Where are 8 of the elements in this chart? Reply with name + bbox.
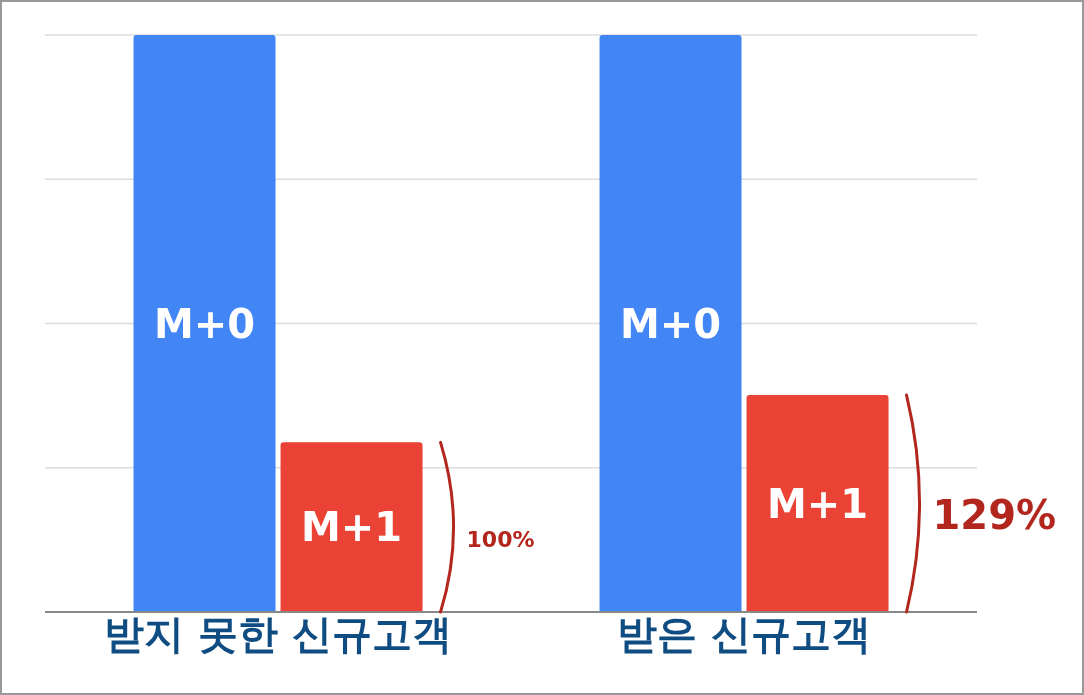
text: M+0 <box>153 300 256 347</box>
series-label: M+1 <box>300 504 403 551</box>
x-tick-label: 받은 신규고객 <box>617 611 871 658</box>
annotation: 100% <box>466 527 535 553</box>
annotation: 129% <box>932 491 1057 538</box>
text: M+1 <box>766 480 869 527</box>
x-tick-label: 받지 못한 신규고객 <box>104 611 452 658</box>
series-label: M+0 <box>619 300 722 347</box>
